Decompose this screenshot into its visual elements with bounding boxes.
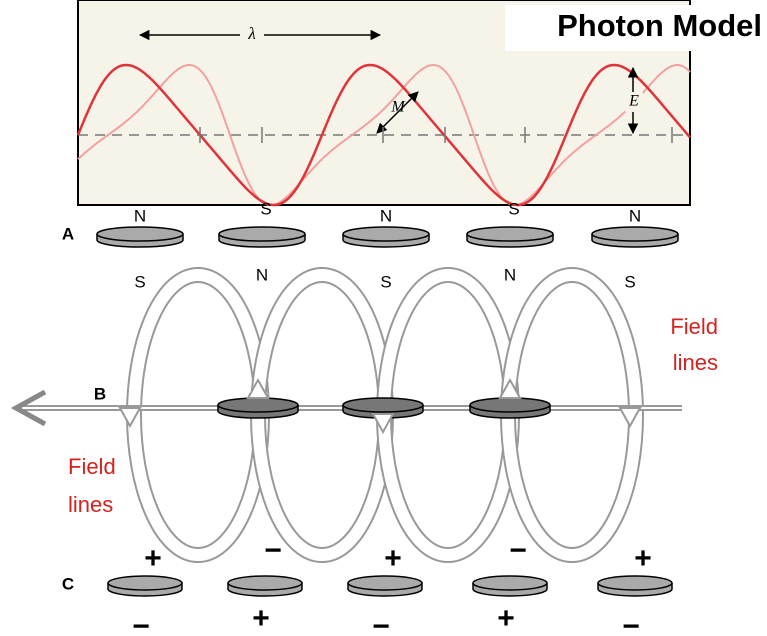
direction-arrow xyxy=(10,389,47,427)
field-lines-label: lines xyxy=(68,492,113,517)
field-arrow xyxy=(371,413,395,435)
pole-label: S xyxy=(508,199,519,218)
row-label: C xyxy=(62,574,74,593)
magnet-disk xyxy=(469,397,551,413)
electric-wave xyxy=(76,63,691,207)
row-label: B xyxy=(94,384,106,403)
magnet-disk xyxy=(227,575,303,591)
pole-label: S xyxy=(380,272,391,291)
charge-sign: − xyxy=(372,610,390,636)
row-label: A xyxy=(62,224,74,243)
label-bg xyxy=(240,25,264,45)
dynamic-layer: N S N S N S N S N S + − − + + − − + + − xyxy=(96,199,679,636)
m-label: M xyxy=(390,99,406,116)
field-lines-label: Field xyxy=(68,454,116,479)
title-bg xyxy=(505,5,767,51)
magnet-disk xyxy=(107,575,183,591)
charge-sign: + xyxy=(384,542,402,575)
charge-sign: + xyxy=(497,602,515,635)
pole-label: N xyxy=(504,265,516,284)
charge-sign: + xyxy=(144,542,162,575)
magnet-disk xyxy=(96,226,184,242)
pole-label: N xyxy=(256,265,268,284)
pole-label: N xyxy=(629,206,641,225)
charge-sign: + xyxy=(634,542,652,575)
magnet-disk xyxy=(218,226,306,242)
field-lines-label: lines xyxy=(673,350,718,375)
magnet-disk xyxy=(591,226,679,242)
magnet-disk xyxy=(342,226,430,242)
pole-label: N xyxy=(380,206,392,225)
charge-sign: − xyxy=(132,610,150,636)
magnet-disk xyxy=(347,575,423,591)
field-arrow xyxy=(498,377,522,399)
magnet-disk xyxy=(472,575,548,591)
magnet-disk xyxy=(597,575,673,591)
field-arrow xyxy=(246,377,270,399)
field-arrow xyxy=(118,407,142,429)
magnet-disk xyxy=(217,397,299,413)
magnet-disk xyxy=(466,226,554,242)
pole-label: N xyxy=(134,206,146,225)
magnet-disk xyxy=(342,397,424,413)
charge-sign: − xyxy=(264,534,282,567)
wavelength-label: λ xyxy=(247,24,255,43)
field-arrow xyxy=(618,407,642,429)
e-label: E xyxy=(628,93,639,110)
pole-label: S xyxy=(624,272,635,291)
pole-label: S xyxy=(134,272,145,291)
label-bg xyxy=(625,92,643,112)
charge-sign: − xyxy=(622,610,640,636)
charge-sign: − xyxy=(509,534,527,567)
m-arrow xyxy=(376,91,419,134)
field-lines-label: Field xyxy=(670,314,718,339)
pole-label: S xyxy=(260,199,271,218)
charge-sign: + xyxy=(252,602,270,635)
title: Photon Model xyxy=(557,8,762,43)
